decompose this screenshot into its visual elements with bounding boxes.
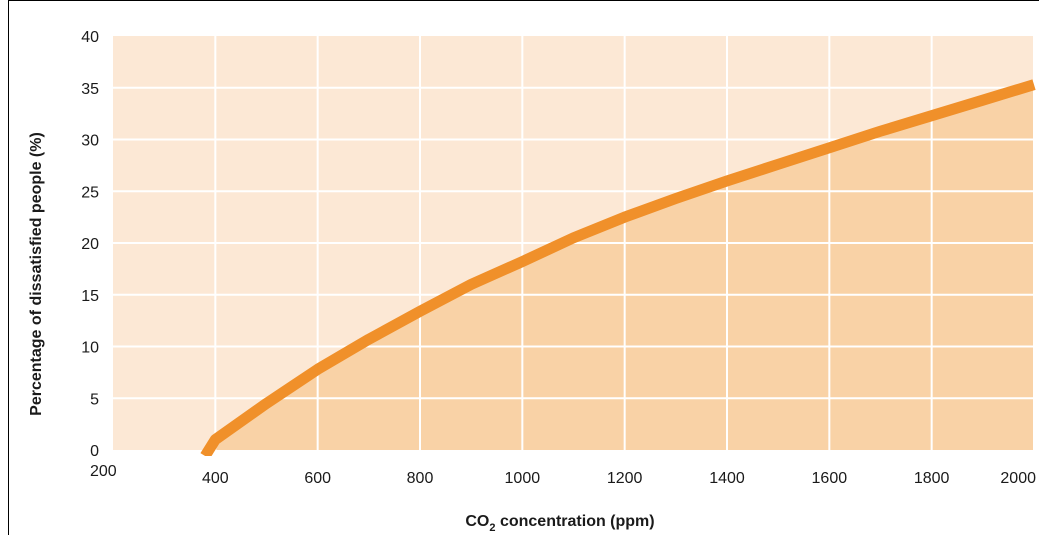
- series-line-layer: [200, 79, 1036, 456]
- series-line: [200, 79, 1036, 456]
- y-tick-label-20: 20: [81, 236, 99, 253]
- y-tick-label-40: 40: [81, 29, 99, 46]
- y-tick-label-30: 30: [81, 133, 99, 150]
- y-tick-label-25: 25: [81, 184, 99, 201]
- y-tick-label-15: 15: [81, 288, 99, 305]
- area-under-curve: [205, 84, 1035, 450]
- x-axis-title: CO2 concentration (ppm): [465, 513, 654, 534]
- grid-lines: [113, 36, 1035, 450]
- x-tick-label-1600: 1600: [812, 470, 848, 487]
- x-tick-label-1400: 1400: [709, 470, 745, 487]
- x-tick-label-800: 800: [407, 470, 434, 487]
- y-tick-label-0: 0: [90, 443, 99, 460]
- x-tick-label-1800: 1800: [914, 470, 950, 487]
- x-tick-label-2000: 2000: [1000, 470, 1036, 487]
- x-axis-title-subscript: 2: [489, 522, 495, 534]
- y-tick-label-5: 5: [90, 391, 99, 408]
- y-tick-label-35: 35: [81, 81, 99, 98]
- x-tick-label-600: 600: [304, 470, 331, 487]
- x-tick-label-1200: 1200: [607, 470, 643, 487]
- y-tick-labels: 0 5 10 15 20 25 30 35 40: [81, 29, 99, 460]
- x-tick-labels: 200 400 600 800 1000 1200 1400 1600 1800 2000: [90, 463, 1036, 487]
- x-tick-label-400: 400: [202, 470, 229, 487]
- x-axis-title-suffix: concentration (ppm): [496, 513, 655, 530]
- y-axis-title: Percentage of dissatisfied people (%): [28, 132, 45, 416]
- area-layer: [205, 84, 1035, 450]
- x-tick-label-200: 200: [90, 463, 117, 480]
- x-tick-label-1000: 1000: [505, 470, 541, 487]
- x-axis-title-prefix: CO: [465, 513, 489, 530]
- y-tick-label-10: 10: [81, 340, 99, 357]
